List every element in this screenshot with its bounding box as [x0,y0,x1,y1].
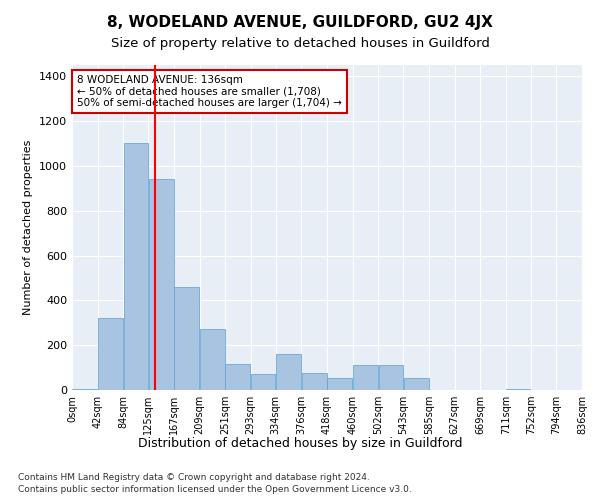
Bar [328,378,352,390]
Bar [276,354,301,390]
Bar [302,373,326,390]
Text: Distribution of detached houses by size in Guildford: Distribution of detached houses by size … [138,438,462,450]
Text: Contains HM Land Registry data © Crown copyright and database right 2024.: Contains HM Land Registry data © Crown c… [18,472,370,482]
Y-axis label: Number of detached properties: Number of detached properties [23,140,34,315]
Bar [124,144,148,390]
Text: 8, WODELAND AVENUE, GUILDFORD, GU2 4JX: 8, WODELAND AVENUE, GUILDFORD, GU2 4JX [107,15,493,30]
Bar [200,330,225,390]
Bar [251,374,275,390]
Bar [506,389,530,390]
Bar [353,366,378,390]
Text: 8 WODELAND AVENUE: 136sqm
← 50% of detached houses are smaller (1,708)
50% of se: 8 WODELAND AVENUE: 136sqm ← 50% of detac… [77,74,342,108]
Bar [404,378,428,390]
Bar [149,180,173,390]
Bar [379,366,403,390]
Text: Size of property relative to detached houses in Guildford: Size of property relative to detached ho… [110,38,490,51]
Text: Contains public sector information licensed under the Open Government Licence v3: Contains public sector information licen… [18,485,412,494]
Bar [174,287,199,390]
Bar [98,318,123,390]
Bar [226,364,250,390]
Bar [73,389,97,390]
